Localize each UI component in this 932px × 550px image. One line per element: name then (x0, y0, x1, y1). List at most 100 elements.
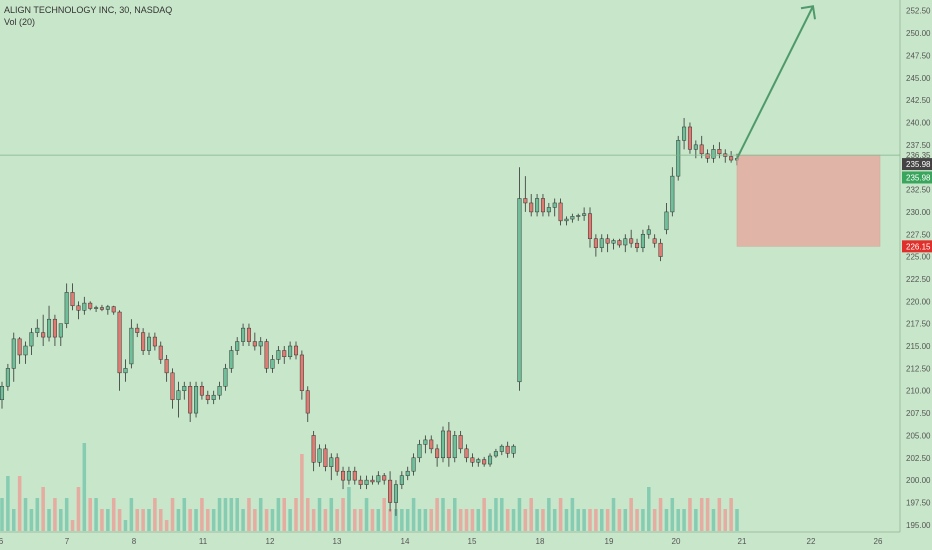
candle-body (587, 213, 593, 239)
volume-bar (564, 509, 569, 531)
x-tick-label: 6 (0, 537, 4, 546)
volume-bar (552, 509, 557, 531)
y-tick-label: 252.50 (906, 7, 931, 16)
volume-bar (176, 509, 181, 531)
candle-body (152, 336, 157, 347)
volume-bar (347, 487, 351, 531)
volume-bar (629, 498, 633, 531)
volume-bar (59, 509, 63, 531)
volume-bar (135, 509, 140, 531)
candle-body (123, 368, 128, 374)
candle-body (717, 149, 722, 155)
candle-body (546, 207, 551, 213)
volume-bar (464, 509, 469, 531)
price-tag-label: 226.15 (906, 242, 931, 251)
candle-body (476, 459, 481, 463)
candle-body (570, 216, 575, 220)
candle-body (593, 238, 598, 248)
candle-body (582, 213, 587, 216)
candle-body (17, 338, 22, 356)
volume-bar (611, 498, 616, 531)
candle-body (635, 242, 640, 248)
candle-body (711, 149, 716, 159)
volume-bar (235, 498, 239, 531)
y-tick-label: 210.00 (906, 387, 931, 396)
volume-bar (370, 509, 375, 531)
volume-bar (429, 509, 434, 531)
price-tag-bg (902, 240, 932, 253)
candle-body (52, 318, 57, 338)
candle-body (199, 386, 204, 396)
volume-bar (382, 498, 386, 531)
candle-body (335, 457, 340, 472)
candle-body (135, 327, 140, 333)
candle-body (470, 457, 475, 463)
volume-bar (106, 509, 110, 531)
candle-body (540, 198, 545, 213)
candle-body (687, 126, 692, 150)
x-tick-label: 13 (333, 537, 342, 546)
candle-body (440, 430, 446, 459)
candle-body (35, 327, 40, 333)
volume-bar (441, 498, 445, 531)
volume-bar (358, 509, 363, 531)
candle-body (0, 386, 5, 400)
candle-body (411, 457, 416, 472)
candle-body (141, 332, 146, 351)
candle-body (517, 198, 522, 383)
price-tag-bg (902, 171, 932, 184)
x-tick-label: 12 (266, 537, 275, 546)
volume-bar (529, 498, 533, 531)
volume-bar (64, 498, 69, 531)
volume-bar (447, 509, 451, 531)
volume-bar (17, 476, 22, 531)
volume-bar (288, 509, 292, 531)
candle-body (558, 202, 563, 222)
volume-bar (341, 498, 345, 531)
target-arrow-line (736, 5, 814, 159)
target-arrow-head (800, 5, 816, 20)
volume-indicator-label: Vol (20) (4, 17, 36, 27)
candle-body (464, 448, 469, 459)
volume-bar (511, 509, 516, 531)
candle-body (358, 479, 363, 485)
candle-body (341, 470, 346, 481)
volume-bar (35, 498, 40, 531)
candle-body (640, 234, 645, 248)
volume-bar (388, 509, 392, 531)
volume-bar (635, 509, 639, 531)
candle-body (664, 211, 669, 231)
candle-body (282, 350, 287, 358)
volume-bar (147, 509, 151, 531)
candle-body (111, 306, 116, 313)
volume-bar (617, 509, 622, 531)
volume-bar (153, 498, 157, 531)
volume-bar (294, 498, 298, 531)
volume-bar (23, 498, 28, 531)
volume-bar (317, 498, 322, 531)
candle-body (564, 218, 569, 222)
volume-bar (664, 509, 669, 531)
x-tick-label: 15 (468, 537, 477, 546)
candle-body (323, 448, 328, 467)
candle-body (417, 444, 422, 459)
volume-bar (688, 498, 692, 531)
candle-body (505, 445, 510, 454)
candle-body (5, 368, 10, 387)
candle-body (311, 435, 316, 463)
candle-body (276, 350, 281, 360)
volume-bar (717, 498, 722, 531)
candle-body (188, 386, 193, 414)
candle-body (164, 359, 169, 374)
volume-bar (229, 498, 234, 531)
volume-bar (517, 498, 522, 531)
volume-bar (488, 509, 492, 531)
volume-bar (735, 509, 739, 531)
volume-bar (623, 509, 628, 531)
candle-body (676, 140, 681, 177)
candle-body (393, 484, 398, 503)
volume-bar (500, 498, 504, 531)
